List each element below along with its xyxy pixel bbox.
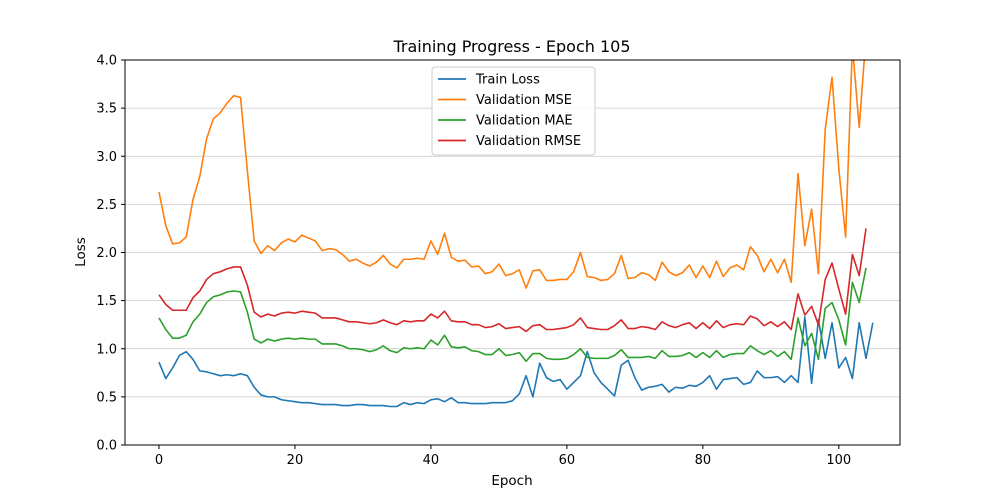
y-tick-label: 2.5 (96, 198, 117, 213)
y-tick-label: 3.0 (96, 150, 117, 165)
chart-title: Training Progress - Epoch 105 (392, 37, 630, 56)
y-tick-label: 1.0 (96, 342, 117, 357)
series-lines (158, 60, 874, 408)
legend-label-validation-mse: Validation MSE (476, 93, 572, 108)
y-axis-ticks: 0.0 0.5 1.0 1.5 2.0 2.5 3.0 3.5 4.0 (96, 54, 125, 454)
legend-label-validation-mae: Validation MAE (476, 114, 573, 129)
y-tick-label: 3.5 (96, 102, 117, 117)
x-tick-label: 80 (695, 453, 712, 468)
y-tick-label: 1.5 (96, 294, 117, 309)
series-line-validation-rmse (158, 228, 867, 333)
y-tick-label: 0.5 (96, 390, 117, 405)
legend-label-validation-rmse: Validation RMSE (476, 134, 581, 149)
y-axis-title: Loss (73, 237, 89, 267)
y-tick-label: 2.0 (96, 246, 117, 261)
legend: Train Loss Validation MSE Validation MAE Va… (431, 66, 596, 156)
series-line-train-loss (158, 316, 874, 408)
legend-label-train-loss: Train Loss (475, 73, 540, 88)
x-axis-title: Epoch (491, 473, 532, 489)
x-tick-label: 0 (155, 453, 163, 468)
series-line-validation-mse (158, 60, 866, 289)
x-axis-ticks: 0 20 40 60 80 100 (155, 445, 851, 468)
legend-box (431, 66, 596, 156)
x-tick-label: 60 (559, 453, 576, 468)
x-tick-label: 20 (287, 453, 304, 468)
series-line-validation-mae (158, 267, 867, 363)
x-tick-label: 100 (826, 453, 851, 468)
x-tick-label: 40 (423, 453, 440, 468)
y-tick-label: 4.0 (96, 54, 117, 69)
y-tick-label: 0.0 (96, 439, 117, 454)
